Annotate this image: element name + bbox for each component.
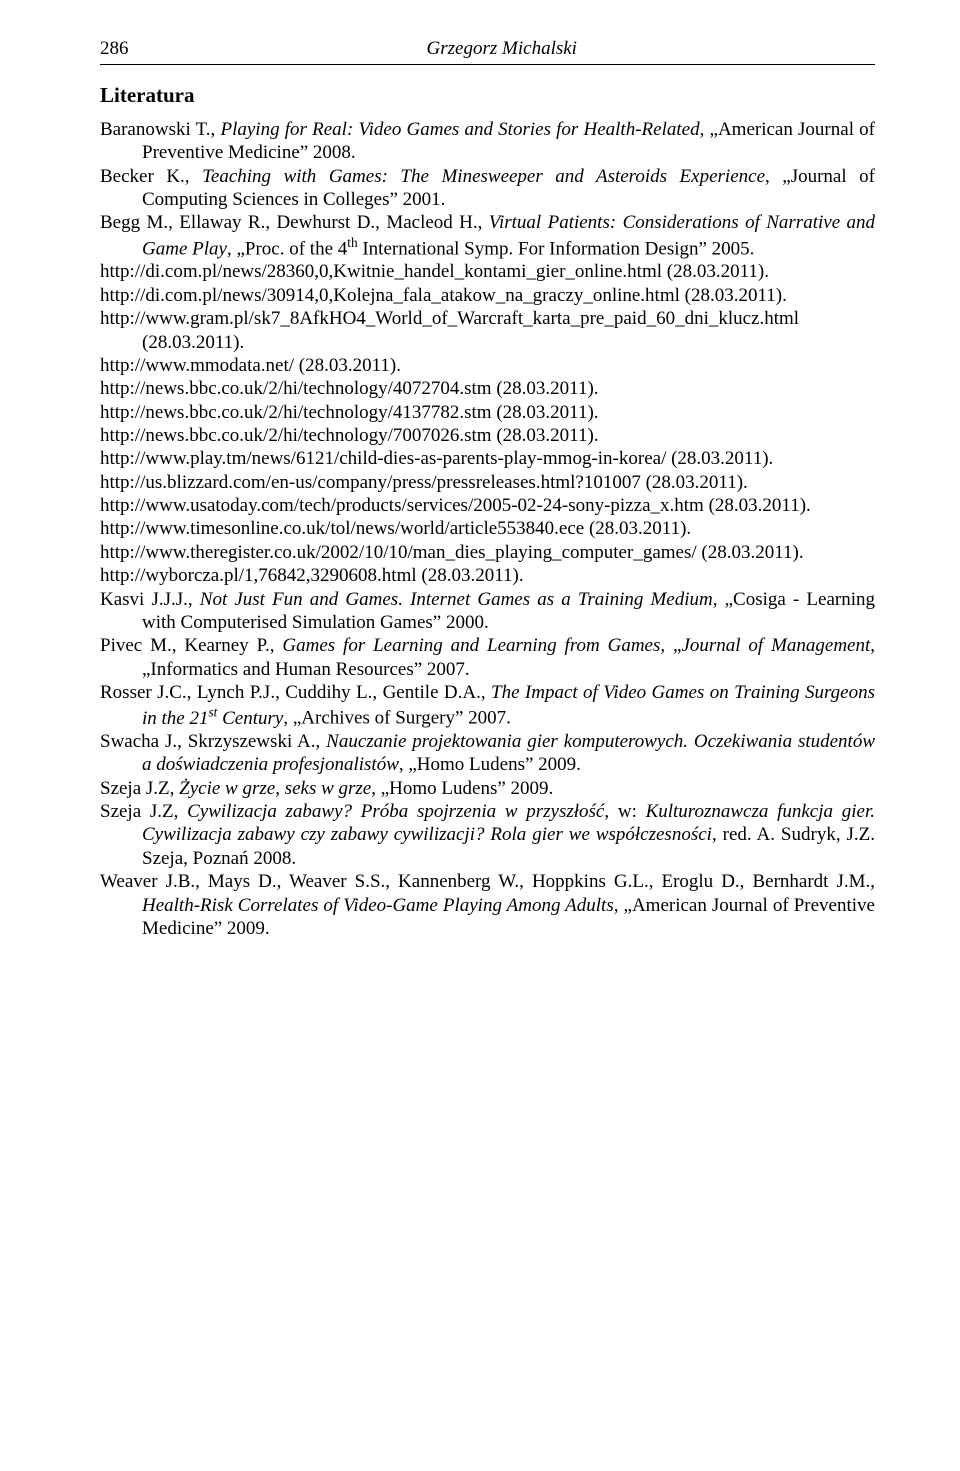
reference-item: Swacha J., Skrzyszewski A., Nauczanie pr… xyxy=(100,730,875,777)
running-header-author: Grzegorz Michalski xyxy=(129,38,876,60)
reference-list: Baranowski T., Playing for Real: Video G… xyxy=(100,118,875,940)
reference-item: http://us.blizzard.com/en-us/company/pre… xyxy=(100,471,875,494)
section-title: Literatura xyxy=(100,83,875,108)
reference-item: Begg M., Ellaway R., Dewhurst D., Macleo… xyxy=(100,211,875,260)
reference-item: http://www.play.tm/news/6121/child-dies-… xyxy=(100,447,875,470)
reference-item: Kasvi J.J.J., Not Just Fun and Games. In… xyxy=(100,588,875,635)
reference-item: Rosser J.C., Lynch P.J., Cuddihy L., Gen… xyxy=(100,681,875,730)
reference-item: Becker K., Teaching with Games: The Mine… xyxy=(100,165,875,212)
reference-item: Pivec M., Kearney P., Games for Learning… xyxy=(100,634,875,681)
reference-item: http://news.bbc.co.uk/2/hi/technology/40… xyxy=(100,377,875,400)
reference-item: http://www.mmodata.net/ (28.03.2011). xyxy=(100,354,875,377)
reference-item: http://di.com.pl/news/30914,0,Kolejna_fa… xyxy=(100,284,875,307)
reference-item: http://www.usatoday.com/tech/products/se… xyxy=(100,494,875,517)
page: 286 Grzegorz Michalski Literatura Barano… xyxy=(0,0,960,1471)
reference-item: Weaver J.B., Mays D., Weaver S.S., Kanne… xyxy=(100,870,875,940)
running-header: 286 Grzegorz Michalski xyxy=(100,38,875,65)
reference-item: http://wyborcza.pl/1,76842,3290608.html … xyxy=(100,564,875,587)
reference-item: http://www.timesonline.co.uk/tol/news/wo… xyxy=(100,517,875,540)
page-number: 286 xyxy=(100,38,129,60)
reference-item: http://news.bbc.co.uk/2/hi/technology/70… xyxy=(100,424,875,447)
reference-item: http://news.bbc.co.uk/2/hi/technology/41… xyxy=(100,401,875,424)
reference-item: Szeja J.Z, Cywilizacja zabawy? Próba spo… xyxy=(100,800,875,870)
reference-item: Baranowski T., Playing for Real: Video G… xyxy=(100,118,875,165)
reference-item: http://www.theregister.co.uk/2002/10/10/… xyxy=(100,541,875,564)
reference-item: Szeja J.Z, Życie w grze, seks w grze, „H… xyxy=(100,777,875,800)
reference-item: http://www.gram.pl/sk7_8AfkHO4_World_of_… xyxy=(100,307,875,354)
reference-item: http://di.com.pl/news/28360,0,Kwitnie_ha… xyxy=(100,260,875,283)
